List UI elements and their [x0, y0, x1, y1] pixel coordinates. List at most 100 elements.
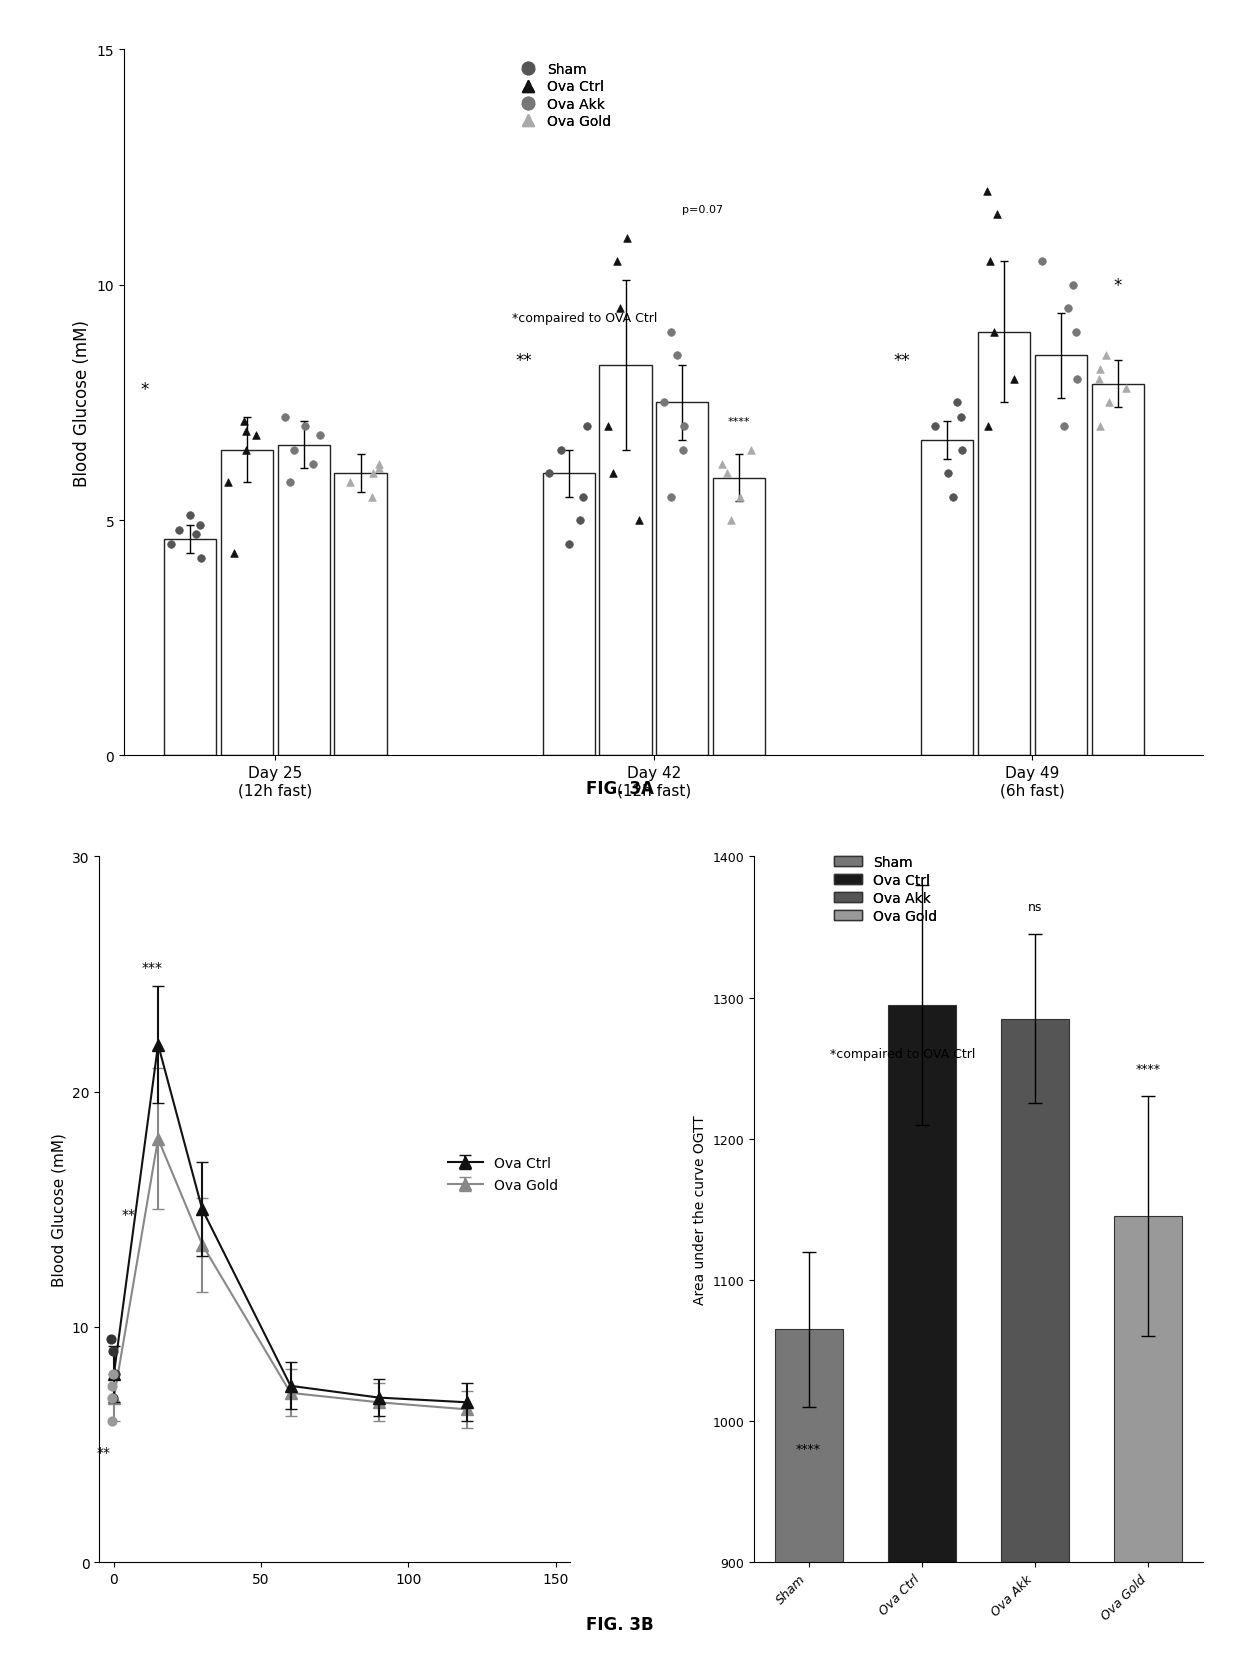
Point	[661, 319, 681, 346]
Point	[1004, 366, 1024, 393]
Point	[310, 423, 330, 450]
Point	[1090, 356, 1110, 383]
Point	[102, 1384, 122, 1411]
Point	[340, 470, 360, 497]
Point	[980, 249, 999, 276]
Point	[105, 1361, 125, 1388]
Point	[304, 450, 324, 477]
Text: *compaired to OVA Ctrl: *compaired to OVA Ctrl	[831, 1047, 976, 1060]
Bar	[888, 1005, 956, 1680]
Point	[655, 390, 675, 417]
Point	[191, 544, 211, 571]
Bar	[1115, 1216, 1183, 1680]
Point	[740, 437, 760, 464]
Point	[102, 1373, 122, 1399]
Point	[610, 296, 630, 323]
Point	[952, 437, 972, 464]
Point	[186, 521, 206, 548]
Text: *: *	[140, 380, 149, 398]
Bar	[335, 474, 387, 756]
Point	[218, 470, 238, 497]
Point	[577, 413, 596, 440]
Point	[234, 408, 254, 435]
Point	[947, 390, 967, 417]
Text: **: **	[122, 1208, 135, 1221]
Bar	[775, 1329, 842, 1680]
Text: **: **	[894, 353, 910, 370]
Point	[1059, 296, 1079, 323]
Bar	[713, 479, 765, 756]
Point	[675, 413, 694, 440]
Point	[925, 413, 945, 440]
Point	[362, 484, 382, 511]
Legend: Ova Ctrl, Ova Gold: Ova Ctrl, Ova Gold	[443, 1151, 563, 1198]
Point	[103, 1384, 123, 1411]
Text: ****: ****	[796, 1443, 821, 1455]
Point	[717, 460, 737, 487]
Bar	[1034, 356, 1087, 756]
Point	[295, 413, 315, 440]
Point	[937, 460, 957, 487]
Point	[569, 507, 589, 534]
Point	[944, 484, 963, 511]
Text: **: **	[97, 1445, 110, 1458]
Text: *compaired to OVA Ctrl: *compaired to OVA Ctrl	[512, 311, 657, 324]
Bar	[1091, 385, 1143, 756]
Point	[103, 1361, 123, 1388]
Text: ns: ns	[1028, 900, 1043, 914]
Point	[720, 507, 740, 534]
Bar	[978, 333, 1030, 756]
Point	[978, 413, 998, 440]
Point	[987, 202, 1007, 228]
Point	[1090, 413, 1110, 440]
Text: FIG. 3A: FIG. 3A	[587, 780, 653, 798]
Point	[1066, 319, 1086, 346]
Y-axis label: Blood Glucose (mM): Blood Glucose (mM)	[51, 1132, 66, 1287]
Point	[977, 178, 997, 205]
Point	[552, 437, 572, 464]
Y-axis label: Area under the curve OGTT: Area under the curve OGTT	[693, 1116, 707, 1304]
Bar	[543, 474, 595, 756]
Point	[280, 470, 300, 497]
Point	[102, 1408, 122, 1435]
Point	[1054, 413, 1074, 440]
Text: **: **	[515, 353, 532, 370]
Point	[667, 343, 687, 370]
Point	[603, 460, 622, 487]
Bar	[1001, 1020, 1069, 1680]
Point	[180, 502, 200, 529]
Text: ****: ****	[728, 417, 750, 427]
Bar	[599, 366, 652, 756]
Point	[370, 450, 389, 477]
Point	[1066, 366, 1086, 393]
Point	[100, 1326, 120, 1352]
Point	[712, 450, 732, 477]
Y-axis label: Blood Glucose (mM): Blood Glucose (mM)	[73, 319, 91, 487]
Point	[951, 403, 971, 430]
Point	[236, 437, 255, 464]
Text: p=0.07: p=0.07	[682, 205, 723, 215]
Text: ****: ****	[1136, 1062, 1161, 1075]
Point	[559, 531, 579, 558]
Point	[370, 455, 389, 482]
Point	[1089, 366, 1109, 393]
Point	[616, 225, 636, 252]
Point	[190, 512, 210, 539]
Legend: Sham, Ova Ctrl, Ova Akk, Ova Gold: Sham, Ova Ctrl, Ova Akk, Ova Gold	[508, 57, 618, 134]
Point	[574, 484, 594, 511]
Point	[606, 249, 626, 276]
Bar	[221, 450, 273, 756]
Point	[1033, 249, 1053, 276]
Point	[1064, 272, 1084, 299]
Point	[539, 460, 559, 487]
Point	[170, 517, 190, 544]
Bar	[656, 403, 708, 756]
Point	[284, 437, 304, 464]
Bar	[164, 539, 216, 756]
Point	[1100, 390, 1120, 417]
Point	[730, 484, 750, 511]
Point	[274, 403, 294, 430]
Bar	[921, 440, 973, 756]
Point	[363, 460, 383, 487]
Text: FIG. 3B: FIG. 3B	[587, 1614, 653, 1633]
